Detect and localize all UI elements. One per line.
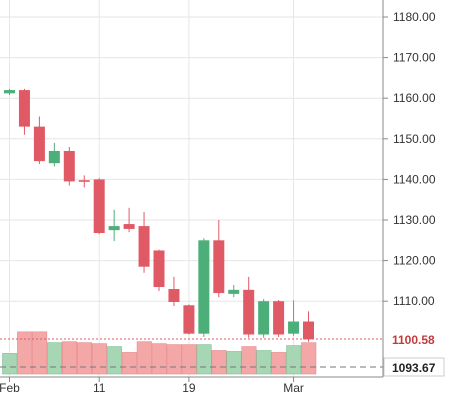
volume-bar xyxy=(47,342,63,375)
candles xyxy=(4,88,314,342)
x-tick-label: Feb xyxy=(0,381,20,395)
candle-body[interactable] xyxy=(48,150,60,164)
volume-bar xyxy=(151,343,167,375)
y-tick-label: 1120.00 xyxy=(393,254,436,268)
reference-price-tag-box xyxy=(383,357,445,377)
candle-body[interactable] xyxy=(183,305,195,334)
volume-bar xyxy=(76,342,92,375)
x-tick-label: 11 xyxy=(93,381,106,395)
axes: 1180.00 1170.00 1160.00 1150.00 1140.00 1130.… xyxy=(0,0,436,395)
volume-bar xyxy=(256,350,272,375)
candle-body[interactable] xyxy=(93,179,105,233)
y-tick-label: 1140.00 xyxy=(393,172,436,186)
candle-body[interactable] xyxy=(123,224,135,229)
volume-bar xyxy=(196,344,212,375)
volume-bar xyxy=(271,352,287,375)
candle-body[interactable] xyxy=(303,321,314,340)
volume-bar xyxy=(106,346,122,375)
volume-bar xyxy=(91,343,107,375)
candle-body[interactable] xyxy=(198,240,210,334)
candle-body[interactable] xyxy=(243,289,255,335)
volume-bar xyxy=(61,341,78,375)
candle-body[interactable] xyxy=(273,301,285,335)
y-tick-label: 1180.00 xyxy=(393,10,436,24)
candle-body[interactable] xyxy=(4,90,15,94)
candle-body[interactable] xyxy=(213,240,225,294)
candle-body[interactable] xyxy=(153,250,165,287)
volume-bar xyxy=(286,345,302,375)
candle-body[interactable] xyxy=(108,226,120,231)
volume-bar xyxy=(17,331,33,375)
grid-lines xyxy=(0,0,383,377)
candle-body[interactable] xyxy=(18,90,30,127)
price-lines: 1100.58 1093.67 xyxy=(0,333,445,377)
volume-bar xyxy=(181,344,197,375)
volume-bar xyxy=(226,351,242,375)
y-tick-label: 1150.00 xyxy=(393,132,436,146)
y-tick-label: 1130.00 xyxy=(393,213,436,227)
volume-bars xyxy=(2,331,317,375)
candle-body[interactable] xyxy=(168,289,180,303)
reference-price-tag: 1093.67 xyxy=(392,361,436,375)
volume-bar xyxy=(136,341,152,375)
y-tick-label: 1110.00 xyxy=(393,294,435,308)
volume-bar xyxy=(211,350,227,375)
candle-body[interactable] xyxy=(33,126,45,162)
volume-bar xyxy=(301,342,317,375)
x-tick-label: Mar xyxy=(283,381,304,395)
candle-body[interactable] xyxy=(228,289,240,294)
volume-bar xyxy=(32,331,48,375)
candle-body[interactable] xyxy=(78,180,90,182)
y-tick-label: 1160.00 xyxy=(393,91,436,105)
candle-body[interactable] xyxy=(258,301,270,335)
volume-bar xyxy=(241,346,257,375)
candle-body[interactable] xyxy=(138,226,150,267)
candle-body[interactable] xyxy=(63,150,75,182)
x-tick-label: 19 xyxy=(182,381,196,395)
volume-bar xyxy=(166,344,182,375)
volume-bar xyxy=(2,353,18,375)
last-price-tag: 1100.58 xyxy=(392,333,435,347)
y-tick-label: 1170.00 xyxy=(393,51,436,65)
volume-bar xyxy=(121,352,137,375)
candle-body[interactable] xyxy=(288,321,300,334)
